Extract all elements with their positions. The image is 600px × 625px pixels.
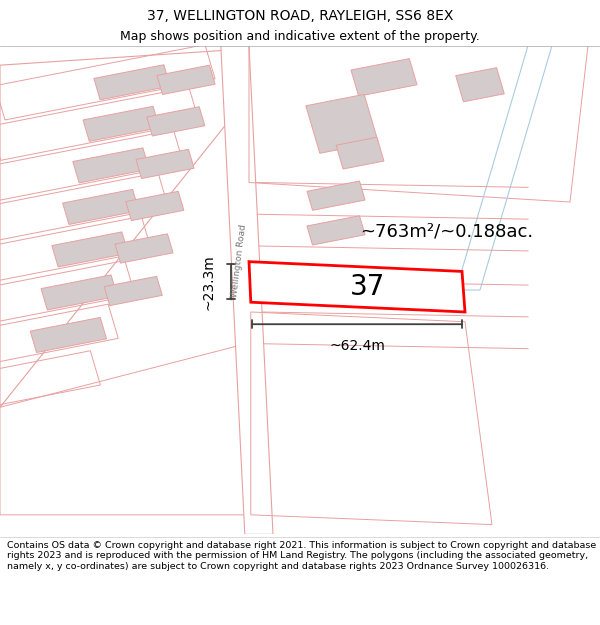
Text: Map shows position and indicative extent of the property.: Map shows position and indicative extent…	[120, 29, 480, 42]
Polygon shape	[351, 59, 417, 96]
Polygon shape	[307, 181, 365, 210]
Polygon shape	[52, 232, 128, 267]
Polygon shape	[136, 149, 194, 179]
Polygon shape	[73, 148, 149, 183]
Text: Contains OS data © Crown copyright and database right 2021. This information is : Contains OS data © Crown copyright and d…	[7, 541, 596, 571]
Polygon shape	[147, 107, 205, 136]
Polygon shape	[94, 65, 170, 100]
Polygon shape	[104, 276, 162, 306]
Text: 37: 37	[350, 273, 385, 301]
Text: 37, WELLINGTON ROAD, RAYLEIGH, SS6 8EX: 37, WELLINGTON ROAD, RAYLEIGH, SS6 8EX	[147, 9, 453, 23]
Text: ~763m²/~0.188ac.: ~763m²/~0.188ac.	[360, 222, 533, 241]
Polygon shape	[157, 65, 215, 94]
Polygon shape	[336, 138, 384, 169]
Polygon shape	[62, 189, 139, 224]
Polygon shape	[83, 106, 160, 141]
Polygon shape	[307, 216, 365, 245]
Polygon shape	[456, 68, 504, 102]
Text: ~23.3m: ~23.3m	[202, 254, 216, 310]
Polygon shape	[30, 318, 107, 352]
Text: ~62.4m: ~62.4m	[329, 339, 385, 353]
Polygon shape	[306, 94, 378, 153]
Polygon shape	[41, 275, 118, 310]
Polygon shape	[115, 234, 173, 263]
Polygon shape	[249, 262, 465, 312]
Polygon shape	[126, 191, 184, 221]
Text: Wellington Road: Wellington Road	[230, 224, 248, 298]
Polygon shape	[221, 46, 273, 534]
